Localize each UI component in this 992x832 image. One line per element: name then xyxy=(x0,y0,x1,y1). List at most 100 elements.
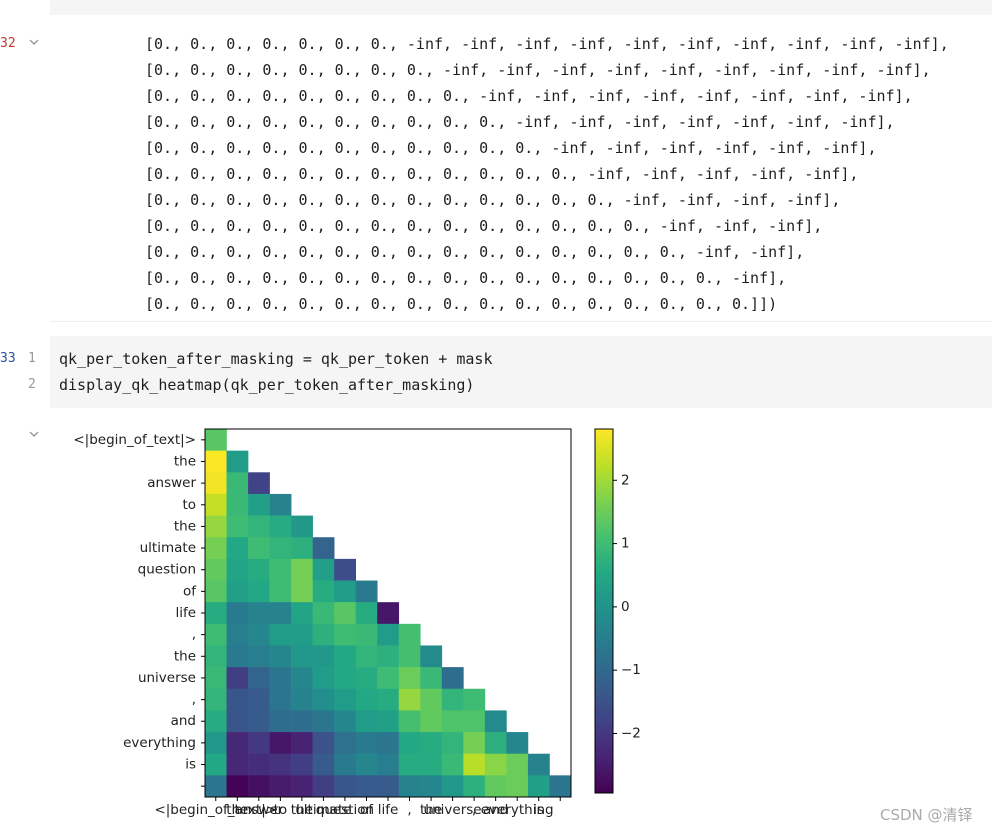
heatmap-cell xyxy=(334,645,357,668)
code-line: qk_per_token_after_masking = qk_per_toke… xyxy=(59,350,493,368)
output-line: [0., 0., 0., 0., 0., 0., 0., 0., 0., 0.,… xyxy=(145,139,877,157)
heatmap-cell xyxy=(291,580,313,603)
divider xyxy=(50,321,992,322)
heatmap-cell xyxy=(506,753,529,776)
heatmap-cell xyxy=(334,580,357,603)
x-tick-label: <|begin_of_text|> xyxy=(154,802,277,818)
heatmap-cell xyxy=(248,623,270,646)
heatmap-cell xyxy=(484,732,507,755)
heatmap-cell xyxy=(334,732,357,755)
y-tick-label: the xyxy=(174,648,196,664)
colorbar-tick-label: −1 xyxy=(621,662,641,678)
y-tick-label: life xyxy=(175,605,196,621)
heatmap-cell xyxy=(441,688,464,711)
y-tick-label: universe xyxy=(138,670,196,686)
heatmap-cell xyxy=(463,753,486,776)
heatmap-cell xyxy=(205,493,227,516)
heatmap-cell xyxy=(226,493,249,516)
heatmap-cell xyxy=(226,515,249,538)
heatmap-cell xyxy=(248,710,270,733)
heatmap-cell xyxy=(527,753,550,776)
output-line: [0., 0., 0., 0., 0., 0., 0., 0., 0., 0.,… xyxy=(145,295,778,313)
heatmap-cell xyxy=(226,602,249,625)
heatmap-cell xyxy=(248,688,270,711)
heatmap-cell xyxy=(269,645,292,668)
heatmap-cell xyxy=(398,775,421,798)
heatmap-cell xyxy=(269,688,292,711)
output-line: [0., 0., 0., 0., 0., 0., 0., 0., 0., -in… xyxy=(145,87,913,105)
line-number: 2 xyxy=(28,377,36,392)
heatmap-cell xyxy=(269,602,292,625)
heatmap-cell xyxy=(484,775,507,798)
heatmap-cell xyxy=(377,775,400,798)
heatmap-cell xyxy=(355,710,378,733)
x-tick-label: the xyxy=(291,802,313,818)
heatmap-cell xyxy=(463,710,486,733)
heatmap-cell xyxy=(205,753,227,776)
x-tick-label: , xyxy=(407,802,411,818)
x-tick-label: the xyxy=(420,802,442,818)
output-line: [0., 0., 0., 0., 0., 0., 0., 0., -inf, -… xyxy=(145,61,931,79)
heatmap-cell xyxy=(398,732,421,755)
heatmap-cell xyxy=(355,775,378,798)
heatmap-cell xyxy=(398,688,421,711)
heatmap-cell xyxy=(312,688,335,711)
cell-prompt: 33 xyxy=(0,351,16,366)
heatmap-cell xyxy=(226,732,249,755)
heatmap-cell xyxy=(312,667,335,690)
heatmap-cell xyxy=(398,623,421,646)
x-tick-label: everything xyxy=(481,802,554,818)
heatmap-cell xyxy=(420,645,443,668)
heatmap-cell xyxy=(398,753,421,776)
heatmap-cell xyxy=(334,602,357,625)
heatmap-cell xyxy=(248,558,270,581)
heatmap-cell xyxy=(398,667,421,690)
heatmap-cell xyxy=(312,753,335,776)
code-line: display_qk_heatmap(qk_per_token_after_ma… xyxy=(59,376,475,394)
output-line: [0., 0., 0., 0., 0., 0., 0., 0., 0., 0.,… xyxy=(145,243,805,261)
heatmap-cell xyxy=(506,775,529,798)
heatmap-cell xyxy=(205,472,227,495)
x-tick-label: of xyxy=(360,802,374,818)
heatmap-cell xyxy=(269,580,292,603)
heatmap-cell xyxy=(420,688,443,711)
heatmap-cell xyxy=(291,775,313,798)
x-tick-label: question xyxy=(316,802,374,818)
heatmap-cell xyxy=(269,558,292,581)
heatmap-cell xyxy=(205,623,227,646)
code-text: qk_per_token_after_masking = qk_per_toke… xyxy=(59,346,492,398)
output-line: [0., 0., 0., 0., 0., 0., 0., 0., 0., 0.,… xyxy=(145,165,859,183)
heatmap-cell xyxy=(463,775,486,798)
heatmap-cell xyxy=(226,710,249,733)
y-tick-label: the xyxy=(174,518,196,534)
heatmap-cell xyxy=(463,732,486,755)
heatmap-cell xyxy=(205,775,227,798)
heatmap-cell xyxy=(441,732,464,755)
heatmap-cell xyxy=(269,710,292,733)
heatmap-cell xyxy=(420,667,443,690)
heatmap-cell xyxy=(506,732,529,755)
heatmap-cell xyxy=(334,623,357,646)
heatmap-cell xyxy=(269,623,292,646)
heatmap-cell xyxy=(205,688,227,711)
y-tick-label: the xyxy=(174,453,196,469)
code-cell-bg xyxy=(50,336,992,408)
heatmap-cell xyxy=(269,515,292,538)
heatmap-cell xyxy=(398,710,421,733)
y-tick-label: , xyxy=(192,692,196,708)
heatmap-cell xyxy=(269,775,292,798)
heatmap-cell xyxy=(420,732,443,755)
colorbar-tick-label: 2 xyxy=(621,472,630,488)
heatmap-cell xyxy=(549,775,572,798)
y-tick-label: <|begin_of_text|> xyxy=(73,432,196,448)
collapse-icon[interactable] xyxy=(29,430,39,438)
y-tick-label: answer xyxy=(147,475,196,491)
y-tick-label: , xyxy=(192,627,196,643)
collapse-icon[interactable] xyxy=(29,38,39,46)
heatmap-cell xyxy=(334,753,357,776)
heatmap-cell xyxy=(248,580,270,603)
heatmap-cell xyxy=(269,667,292,690)
heatmap-cell xyxy=(205,602,227,625)
